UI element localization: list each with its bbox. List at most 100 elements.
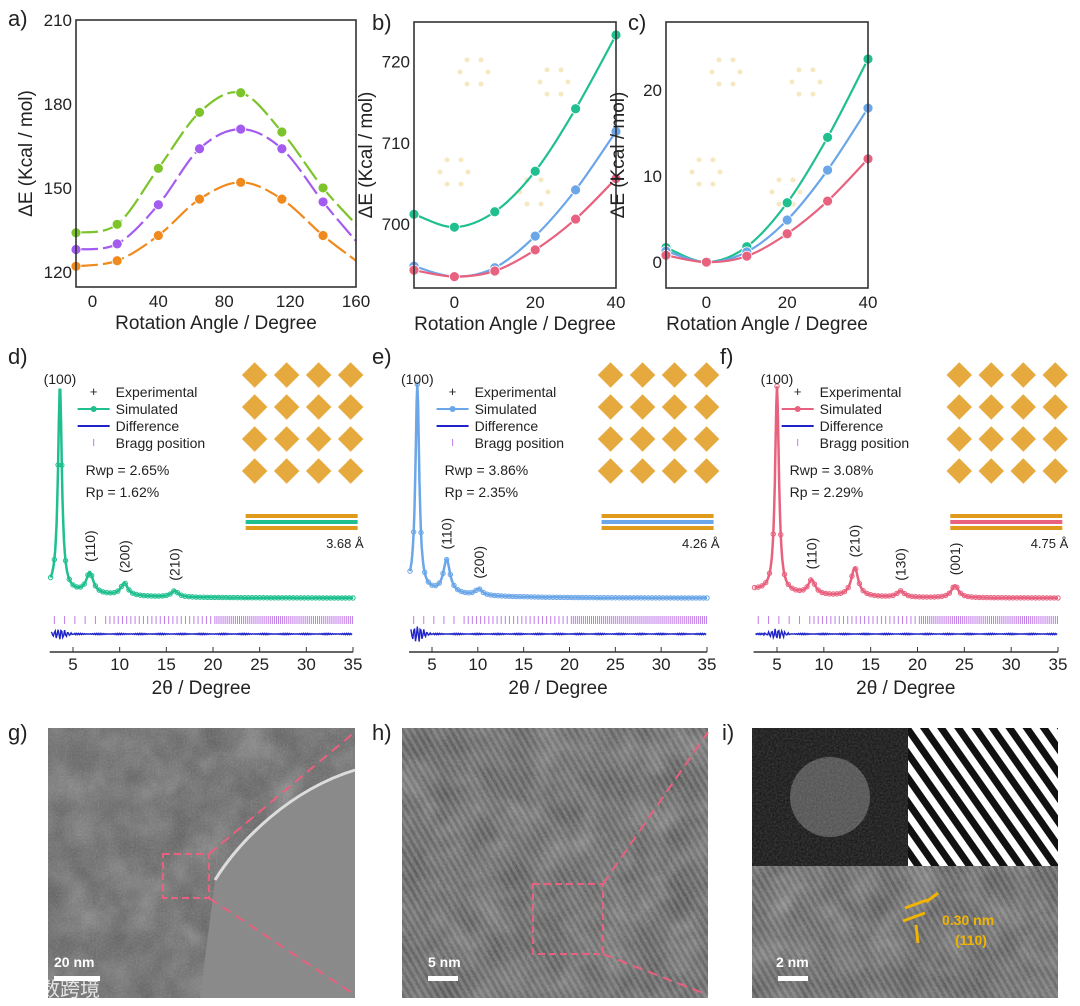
atom [796, 67, 802, 73]
experimental-point [301, 595, 308, 601]
legend-entry: Bragg position [820, 435, 910, 451]
legend-entry: Difference [116, 418, 180, 434]
rp-value: Rp = 1.62% [86, 484, 160, 500]
experimental-point [811, 581, 818, 587]
data-point-orange [235, 176, 247, 188]
experimental-point [987, 594, 994, 601]
experimental-point [242, 594, 248, 601]
experimental-point [778, 531, 784, 538]
data-point-green [317, 182, 329, 194]
peak-label: (110) [439, 518, 455, 550]
data-point-green [235, 87, 247, 99]
zoom-region-box [532, 883, 604, 955]
experimental-point [845, 584, 851, 591]
experimental-point [234, 594, 240, 601]
experimental-point [841, 588, 848, 595]
experimental-point [167, 591, 173, 597]
experimental-point [524, 594, 531, 600]
experimental-point [1021, 595, 1027, 601]
framework-node [946, 458, 973, 484]
scale-bar [778, 976, 808, 981]
framework-node [337, 426, 364, 452]
peak-label: (100) [401, 371, 434, 387]
y-axis-label: ΔE (Kcal / mol) [608, 92, 629, 219]
atom [790, 177, 796, 183]
legend-marker-icon [794, 406, 801, 412]
framework-node [305, 362, 332, 388]
zoom-line [602, 731, 709, 885]
atom [544, 67, 550, 73]
experimental-point [927, 594, 934, 600]
data-point-pink [781, 228, 793, 240]
experimental-point [290, 595, 296, 601]
particle-edge [213, 768, 356, 881]
data-point-purple [317, 196, 329, 208]
atom [689, 169, 695, 175]
experimental-point [498, 593, 505, 599]
y-axis-label: ΔE (Kcal / mol) [16, 90, 37, 217]
experimental-point [535, 594, 542, 600]
legend-entry: Difference [820, 418, 884, 434]
xrd-chart-f: f) 4.75 Å 5 10 15 20 25 30 35 2θ / Degree (100) (11… [720, 344, 1069, 699]
atom [537, 79, 543, 85]
experimental-point [649, 595, 655, 601]
data-point-pink [570, 213, 581, 225]
data-point-teal [529, 165, 541, 177]
experimental-point [568, 594, 575, 601]
experimental-point [407, 568, 413, 574]
experimental-point [122, 580, 128, 587]
atom [538, 201, 544, 207]
experimental-point [513, 593, 520, 600]
framework-node [978, 394, 1005, 420]
experimental-point [931, 594, 938, 600]
experimental-point [1025, 595, 1031, 601]
framework-node [661, 426, 688, 452]
x-tick-label: 10 [468, 655, 487, 674]
framework-node [1010, 458, 1037, 484]
experimental-point [849, 573, 855, 579]
experimental-point [751, 584, 758, 591]
x-tick-label: 35 [344, 655, 363, 674]
experimental-point [586, 594, 593, 601]
experimental-point [350, 595, 356, 601]
legend-entry: Experimental [475, 384, 557, 400]
atom [797, 189, 803, 195]
experimental-point [1032, 595, 1039, 601]
y-tick-label: 180 [44, 95, 72, 114]
framework-node [597, 458, 624, 484]
experimental-marker-icon: + [90, 384, 98, 399]
experimental-point [432, 582, 439, 589]
x-tick-label: 15 [157, 655, 176, 674]
x-tick-label: 25 [606, 655, 625, 674]
arrow-icon [914, 924, 920, 944]
panel-label: b) [372, 10, 392, 35]
framework-node [1010, 394, 1037, 420]
stacking-layer [950, 520, 1063, 524]
experimental-point [882, 593, 889, 599]
interlayer-spacing: 3.68 Å [326, 536, 364, 551]
framework-node [273, 426, 300, 452]
experimental-point [487, 592, 494, 598]
experimental-point [700, 595, 707, 601]
experimental-point [245, 594, 252, 601]
framework-node [597, 362, 624, 388]
experimental-point [623, 595, 630, 601]
scale-bar [54, 976, 100, 981]
data-point-purple [111, 238, 123, 250]
framework-node [241, 426, 268, 452]
experimental-point [597, 594, 604, 601]
molecule-inset [689, 57, 823, 207]
framework-node [337, 458, 364, 484]
experimental-point [462, 589, 468, 596]
x-tick-label: 40 [149, 292, 168, 311]
x-tick-label: 120 [276, 292, 304, 311]
legend-entry: Simulated [116, 401, 178, 417]
data-point-purple [276, 143, 288, 155]
atom [485, 69, 491, 75]
experimental-point [682, 595, 688, 601]
x-tick-label: 30 [297, 655, 316, 674]
atom [710, 157, 716, 163]
stacking-layer [950, 514, 1063, 518]
experimental-point [156, 593, 162, 599]
experimental-point [275, 595, 282, 601]
